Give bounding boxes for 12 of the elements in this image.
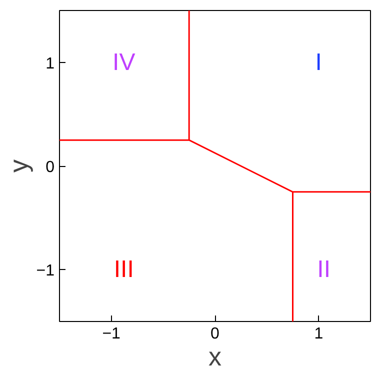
- y-axis-title: y: [3, 160, 34, 172]
- x-tick-label: 1: [314, 326, 324, 342]
- annotation: IV: [112, 48, 136, 76]
- annotation: II: [317, 256, 331, 284]
- x-tick-label: −1: [102, 326, 121, 342]
- x-tick-label: 0: [210, 326, 220, 342]
- y-tick-label: −1: [36, 262, 55, 280]
- annotation: III: [114, 256, 134, 284]
- x-axis-title: x: [208, 342, 222, 372]
- y-tick-label: 0: [46, 159, 55, 176]
- y-tick-label: 1: [46, 55, 55, 72]
- annotation: I: [315, 48, 322, 76]
